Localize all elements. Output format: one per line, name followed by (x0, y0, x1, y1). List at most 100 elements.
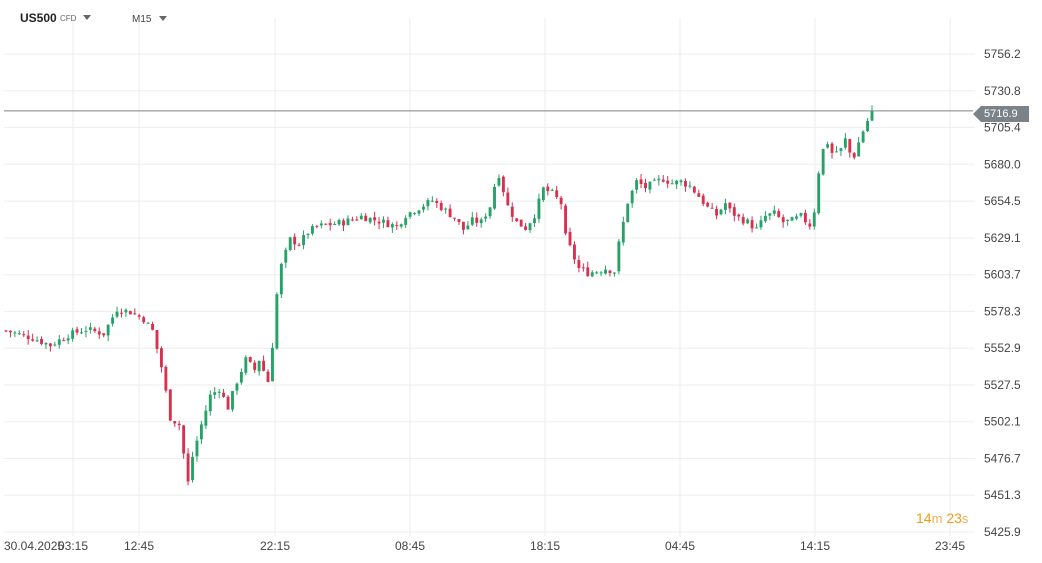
candle-body[interactable] (142, 317, 146, 323)
candle-body[interactable] (395, 225, 399, 227)
price-axis[interactable]: 5756.2 5730.8 5705.4 5680.0 5654.5 5629.1 5603… (984, 47, 1021, 539)
candle-body[interactable] (741, 216, 745, 224)
candle-body[interactable] (284, 249, 288, 263)
candle-body[interactable] (235, 383, 239, 391)
candle-body[interactable] (422, 206, 425, 210)
candle-body[interactable] (506, 192, 510, 206)
candle-body[interactable] (124, 309, 128, 313)
candle-body[interactable] (519, 219, 523, 227)
candle-body[interactable] (635, 180, 639, 190)
candle-body[interactable] (253, 362, 257, 370)
candle-body[interactable] (724, 203, 727, 210)
candle-body[interactable] (524, 226, 528, 230)
candle-body[interactable] (155, 330, 159, 349)
symbol-label[interactable]: US500 (20, 11, 57, 25)
candle-body[interactable] (226, 396, 230, 410)
candle-body[interactable] (399, 224, 403, 227)
candle-body[interactable] (93, 328, 97, 332)
candle-body[interactable] (199, 424, 203, 440)
candle-body[interactable] (528, 223, 532, 231)
candle-body[interactable] (439, 203, 443, 211)
candle-body[interactable] (697, 193, 701, 197)
candle-body[interactable] (835, 151, 838, 153)
candle-body[interactable] (17, 333, 21, 335)
candle-body[interactable] (111, 317, 115, 324)
candle-body[interactable] (279, 263, 283, 295)
candle-body[interactable] (319, 223, 323, 226)
candle-body[interactable] (612, 272, 616, 274)
candle-body[interactable] (435, 200, 439, 203)
candle-body[interactable] (750, 220, 754, 229)
candle-body[interactable] (413, 213, 417, 215)
candle-body[interactable] (466, 225, 470, 230)
candle-body[interactable] (595, 272, 599, 274)
candle-body[interactable] (382, 219, 385, 223)
candle-body[interactable] (26, 335, 30, 340)
candle-body[interactable] (546, 186, 550, 192)
candle-body[interactable] (728, 202, 732, 209)
candle-body[interactable] (408, 212, 412, 217)
candle-body[interactable] (217, 391, 221, 393)
candle-body[interactable] (479, 219, 483, 224)
candle-body[interactable] (13, 332, 17, 334)
candle-body[interactable] (772, 210, 776, 214)
candle-body[interactable] (577, 260, 581, 269)
candle-body[interactable] (204, 410, 208, 426)
candle-body[interactable] (453, 217, 456, 219)
candle-body[interactable] (133, 313, 137, 315)
candle-body[interactable] (222, 392, 226, 397)
candle-body[interactable] (826, 144, 830, 148)
candle-body[interactable] (790, 217, 794, 221)
candle-body[interactable] (159, 348, 163, 368)
timeframe-dropdown-icon[interactable] (159, 16, 167, 21)
candles[interactable] (4, 105, 874, 486)
candle-body[interactable] (533, 218, 536, 224)
candle-body[interactable] (812, 212, 816, 227)
candle-body[interactable] (590, 272, 594, 277)
candle-body[interactable] (666, 180, 670, 184)
candle-body[interactable] (239, 371, 243, 383)
candle-body[interactable] (359, 215, 363, 220)
candle-body[interactable] (843, 138, 847, 148)
candle-body[interactable] (377, 221, 381, 224)
candle-body[interactable] (102, 333, 106, 336)
candle-body[interactable] (581, 267, 585, 269)
candle-body[interactable] (182, 425, 186, 454)
candle-body[interactable] (573, 244, 576, 260)
candle-body[interactable] (355, 219, 359, 221)
candle-body[interactable] (195, 440, 199, 457)
candle-body[interactable] (737, 214, 741, 217)
candle-body[interactable] (97, 331, 101, 335)
candle-body[interactable] (786, 219, 790, 221)
candle-body[interactable] (120, 312, 123, 314)
candle-body[interactable] (564, 205, 568, 234)
candle-body[interactable] (710, 207, 714, 209)
candle-body[interactable] (271, 347, 274, 382)
candle-body[interactable] (630, 190, 634, 204)
candle-body[interactable] (213, 392, 217, 395)
candle-body[interactable] (795, 216, 798, 219)
candle-body[interactable] (293, 236, 297, 245)
candle-body[interactable] (297, 244, 301, 246)
candle-body[interactable] (555, 190, 559, 198)
candle-body[interactable] (40, 338, 43, 344)
candle-body[interactable] (208, 394, 212, 412)
candle-body[interactable] (35, 340, 39, 342)
candle-body[interactable] (639, 179, 643, 184)
candle-body[interactable] (497, 177, 501, 186)
candle-body[interactable] (324, 223, 328, 225)
candle-body[interactable] (4, 330, 8, 332)
candle-body[interactable] (644, 182, 647, 189)
candle-body[interactable] (559, 197, 563, 205)
candle-body[interactable] (488, 207, 492, 217)
candle-body[interactable] (510, 206, 514, 217)
candle-body[interactable] (839, 148, 843, 151)
candle-body[interactable] (8, 330, 12, 333)
candle-body[interactable] (257, 360, 261, 372)
candle-body[interactable] (315, 225, 319, 227)
candle-body[interactable] (364, 215, 368, 222)
candle-body[interactable] (799, 213, 803, 216)
candle-body[interactable] (777, 211, 781, 217)
